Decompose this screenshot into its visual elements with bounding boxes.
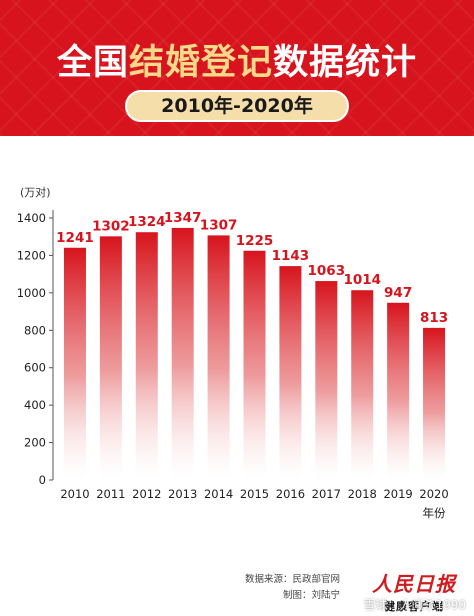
bar [99,236,122,480]
y-tick-label: 600 [24,361,46,375]
x-tick-label: 2017 [312,487,341,501]
y-tick-label: 400 [24,398,46,412]
data-label: 1324 [128,214,166,230]
x-tick-label: 2014 [204,487,233,501]
x-tick-label: 2016 [276,487,305,501]
bar [279,266,302,480]
data-label: 1014 [343,272,381,288]
page-title: 全国结婚登记数据统计 [0,34,474,85]
bar [315,281,338,480]
y-tick-label: 1200 [17,248,46,262]
x-tick-label: 2015 [240,487,269,501]
data-label: 813 [420,310,448,326]
y-tick-label: 0 [39,473,46,487]
data-label: 1307 [200,217,238,233]
bar [243,250,266,480]
watermark: 雪球：人间杀1990 [363,598,466,612]
data-label: 1225 [236,233,274,249]
bar [135,232,158,480]
brand-logo: 人民日报 健康客户端 [368,568,460,614]
x-tick-label: 2011 [96,487,125,501]
title-part-2: 数据统计 [273,43,418,83]
data-source: 数据来源：民政部官网 [244,574,340,585]
y-tick-label: 200 [24,436,46,450]
bar [387,302,410,480]
bar [171,227,194,480]
data-label: 1241 [56,230,94,246]
x-tick-label: 2020 [419,487,448,501]
footer: 数据来源：民政部官网 制图：刘陆宁 [0,560,474,616]
bar [423,327,446,480]
y-tick-label: 1000 [17,286,46,300]
period-badge: 2010年-2020年 [125,90,349,122]
brand-subtitle: 健康客户端 [384,600,444,613]
bar-chart: (万对) 0 200 400 600 800 1000 1200 1400 2010 2011 201… [17,185,449,520]
bar [63,247,86,480]
data-label: 1143 [272,248,310,264]
title-part-1: 全国 [56,43,129,83]
bar [207,235,230,480]
data-label: 1063 [308,263,346,279]
y-tick-label: 800 [24,323,46,337]
x-tick-label: 2010 [60,487,89,501]
x-tick-label: 2012 [132,487,161,501]
y-axis-unit: (万对) [20,185,51,199]
brand-name: 人民日报 [372,572,456,596]
x-tick-label: 2019 [383,487,412,501]
x-axis-unit: 年份 [423,506,446,520]
data-label: 947 [384,285,412,301]
data-label: 1347 [164,210,202,226]
bar [351,290,374,480]
x-tick-label: 2018 [348,487,377,501]
chart-author: 制图：刘陆宁 [282,590,340,601]
header-banner: 全国结婚登记数据统计 2010年-2020年 [0,0,474,136]
axis-layer: (万对) 0 200 400 600 800 1000 1200 1400 2010 2011 201… [17,185,449,520]
y-tick-label: 1400 [17,211,46,225]
data-label: 1302 [92,218,130,234]
bars-layer [63,227,446,480]
x-tick-label: 2013 [168,487,197,501]
title-highlight: 结婚登记 [128,43,273,83]
